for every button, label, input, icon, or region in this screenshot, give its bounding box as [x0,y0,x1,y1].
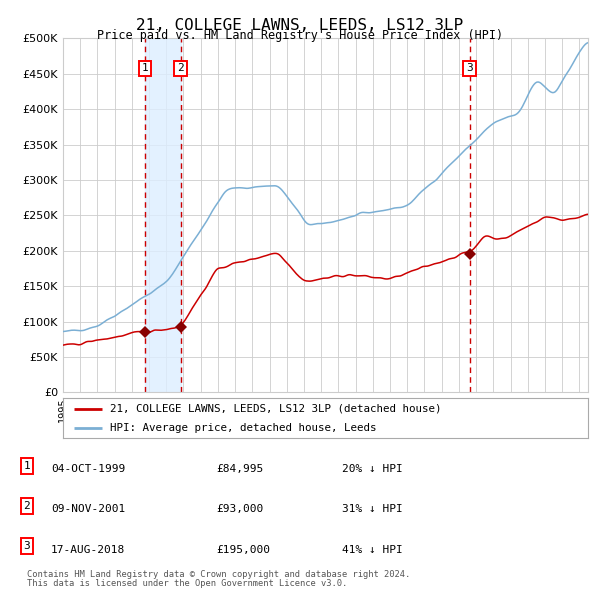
Bar [145,38,181,392]
Text: £195,000: £195,000 [216,545,270,555]
Text: 2: 2 [177,64,184,73]
Text: £84,995: £84,995 [216,464,263,474]
Text: HPI: Average price, detached house, Leeds: HPI: Average price, detached house, Leed… [110,423,377,432]
Text: 21, COLLEGE LAWNS, LEEDS, LS12 3LP: 21, COLLEGE LAWNS, LEEDS, LS12 3LP [136,18,464,33]
Text: £93,000: £93,000 [216,504,263,514]
Text: Price paid vs. HM Land Registry's House Price Index (HPI): Price paid vs. HM Land Registry's House … [97,30,503,42]
Text: 1: 1 [142,64,148,73]
Text: 3: 3 [466,64,473,73]
Text: 20% ↓ HPI: 20% ↓ HPI [342,464,403,474]
Text: 41% ↓ HPI: 41% ↓ HPI [342,545,403,555]
Text: 31% ↓ HPI: 31% ↓ HPI [342,504,403,514]
Text: Contains HM Land Registry data © Crown copyright and database right 2024.: Contains HM Land Registry data © Crown c… [27,571,410,579]
Text: 1: 1 [23,461,31,471]
Text: This data is licensed under the Open Government Licence v3.0.: This data is licensed under the Open Gov… [27,579,347,588]
Text: 3: 3 [23,542,31,551]
Text: 17-AUG-2018: 17-AUG-2018 [51,545,125,555]
Text: 21, COLLEGE LAWNS, LEEDS, LS12 3LP (detached house): 21, COLLEGE LAWNS, LEEDS, LS12 3LP (deta… [110,404,442,414]
Text: 2: 2 [23,502,31,511]
Text: 04-OCT-1999: 04-OCT-1999 [51,464,125,474]
Text: 09-NOV-2001: 09-NOV-2001 [51,504,125,514]
